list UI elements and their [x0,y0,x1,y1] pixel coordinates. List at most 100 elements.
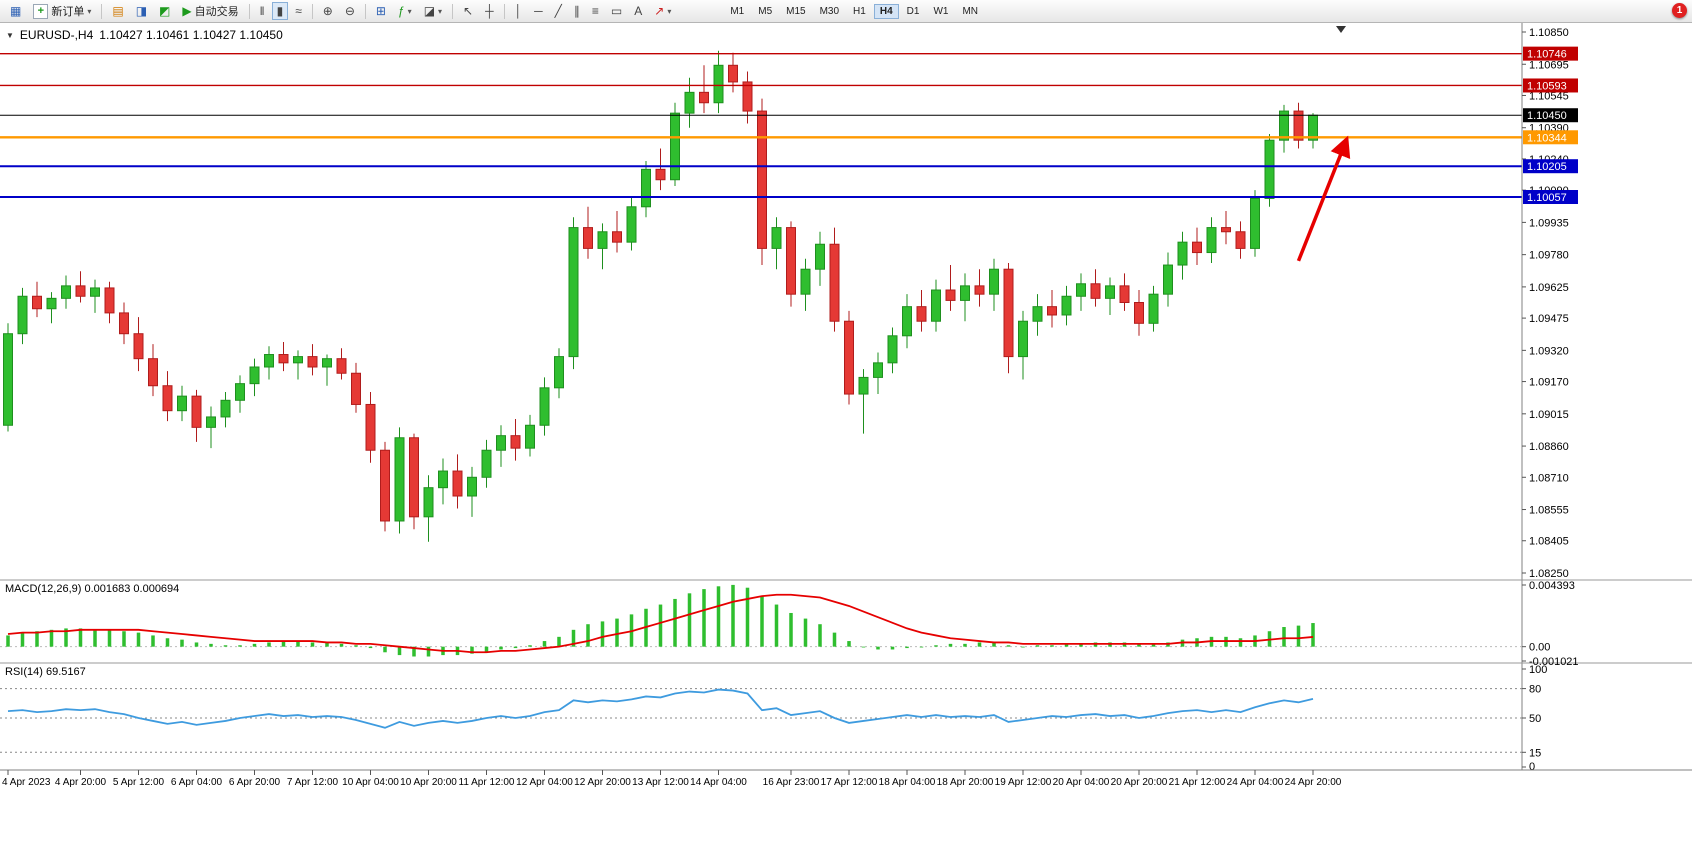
svg-text:1.10746: 1.10746 [1527,49,1567,61]
candle [1221,210,1231,245]
channel-button[interactable]: ∥ [569,2,585,20]
chart-window[interactable]: 1.108501.106951.105451.103901.102401.100… [0,23,1692,850]
candle [452,454,463,509]
trend-line-button[interactable]: ╱ [550,2,567,20]
arrow-annotation[interactable] [1296,135,1351,262]
svg-text:1.10344: 1.10344 [1527,132,1567,144]
toolbar-separator [311,3,313,19]
candle [699,65,709,114]
shapes-button[interactable]: ▭ [606,2,627,20]
crosshair-icon: ┼ [485,4,494,18]
candle [989,258,999,311]
candle [1090,269,1101,307]
chevron-down-icon: ▾ [438,6,443,16]
timeframe-button-M1[interactable]: M1 [724,4,750,19]
candle [249,358,260,397]
terminal-toggle-button[interactable]: ▦ [5,2,26,20]
text-tool-button[interactable]: A [629,2,647,20]
timeframe-button-M5[interactable]: M5 [752,4,778,19]
candle [568,217,579,370]
navigator-button[interactable]: ◩ [154,2,175,20]
rsi-axis-label: 15 [1529,747,1541,759]
one-click-trading-icon[interactable]: ▼ [6,30,14,40]
candle [829,227,840,332]
candle [3,323,13,432]
horizontal-line-button[interactable]: ─ [529,2,548,20]
terminal-icon: ▦ [10,4,22,18]
objects-button[interactable]: ◪ ▾ [419,2,447,20]
charts-button[interactable]: ▤ [107,2,128,20]
candle [1134,290,1144,336]
tile-windows-icon: ⊞ [375,4,386,18]
candle [525,414,535,457]
cursor-icon: ↖ [463,4,474,18]
cursor-button[interactable]: ↖ [458,2,478,20]
candle [467,466,477,517]
price-axis-label: 1.09475 [1529,313,1569,325]
candle [307,344,318,376]
timeframe-button-D1[interactable]: D1 [901,4,926,19]
timeframe-button-M30[interactable]: M30 [814,4,845,19]
line-chart-button[interactable]: ≈ [290,2,307,20]
candle [902,294,912,349]
trend-line-icon: ╱ [554,4,562,18]
candle [1206,217,1217,263]
price-badge: 1.10746 [1523,46,1578,61]
time-axis-label: 12 Apr 04:00 [516,777,573,788]
auto-trading-button[interactable]: ▶ 自动交易 [177,2,243,20]
chart-canvas[interactable]: 1.108501.106951.105451.103901.102401.100… [0,23,1692,850]
price-badge: 1.10205 [1523,159,1578,174]
tile-windows-button[interactable]: ⊞ [371,2,391,20]
candle [1076,273,1086,311]
timeframe-group: M1 M5 M15 M30 H1 H4 D1 W1 MN [723,3,985,19]
bar-chart-button[interactable]: ‖ [255,2,270,20]
notification-badge[interactable]: 1 [1672,3,1687,18]
candle [858,369,869,434]
candle [612,210,622,253]
time-axis-label: 5 Apr 12:00 [113,777,165,788]
zoom-out-button[interactable]: ⊖ [340,2,360,20]
candle [220,391,231,428]
timeframe-button-W1[interactable]: W1 [927,4,954,19]
candle [771,217,782,270]
price-axis-label: 1.10695 [1529,59,1569,71]
svg-text:1.10057: 1.10057 [1527,192,1567,204]
timeframe-button-M15[interactable]: M15 [780,4,811,19]
candle [1119,273,1130,311]
chart-background[interactable] [0,23,1692,850]
timeframe-button-H4[interactable]: H4 [873,3,899,19]
price-axis-label: 1.08405 [1529,536,1569,548]
candlestick-chart-button[interactable]: ▮ [271,2,289,20]
toolbar-separator [452,3,454,19]
candle [380,441,390,532]
zoom-in-icon: ⊕ [322,4,333,18]
crosshair-button[interactable]: ┼ [480,2,499,20]
time-axis[interactable]: 4 Apr 2023 4 Apr 20:00 5 Apr 12:00 6 Apr 04… [2,770,1342,788]
fibonacci-button[interactable]: ≡ [587,2,604,20]
candle [293,350,303,380]
new-order-button[interactable]: + 新订单 ▾ [28,2,96,20]
timeframe-button-H1[interactable]: H1 [847,4,872,19]
zoom-in-button[interactable]: ⊕ [318,2,338,20]
candle [1293,102,1304,149]
candle [945,265,956,311]
candle [931,279,941,332]
candle [162,371,173,422]
timeframe-button-MN[interactable]: MN [956,4,984,19]
arrow-tool-button[interactable]: ↗ ▾ [649,2,676,20]
chart-shift-marker[interactable] [1336,26,1346,33]
candle [887,327,898,374]
candle [641,161,651,218]
candle [554,348,564,399]
charts-icon: ▤ [112,4,124,18]
text-tool-icon: A [634,4,643,18]
candle [351,362,361,413]
vertical-line-button[interactable]: │ [510,2,528,20]
indicators-button[interactable]: ƒ ▾ [393,2,417,20]
candle [1032,294,1043,336]
svg-text:1.10205: 1.10205 [1527,161,1567,173]
macd-axis-label: 0.004393 [1529,580,1575,592]
candlestick-chart-icon: ▮ [276,4,284,18]
candle [278,342,289,372]
profiles-button[interactable]: ◨ [131,2,152,20]
